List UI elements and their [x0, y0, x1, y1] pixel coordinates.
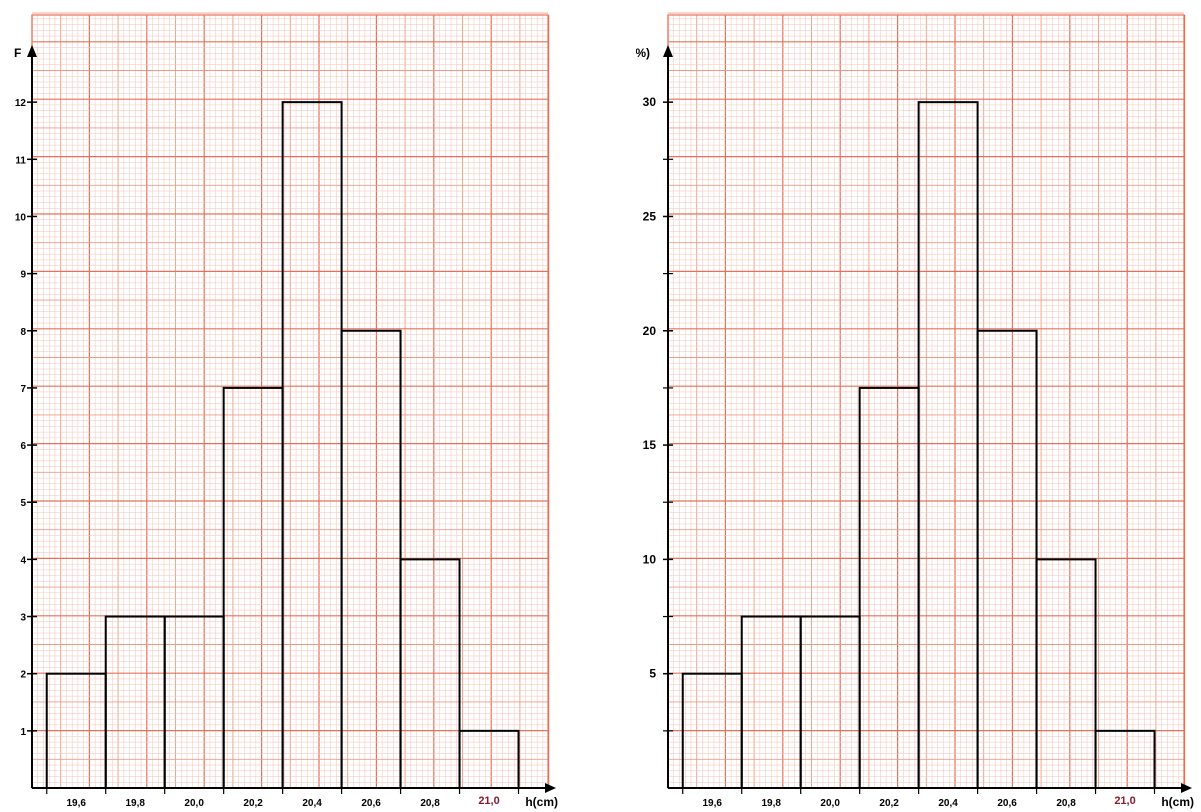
x-tick-label: 20,8: [420, 798, 440, 809]
x-axis-arrow: [545, 783, 556, 793]
y-axis-arrow: [663, 45, 673, 57]
y-tick-label: 15: [643, 438, 657, 452]
x-tick-label: 20,4: [938, 798, 958, 809]
x-tick-label: 20,4: [302, 798, 322, 809]
y-tick-label: 5: [649, 667, 656, 681]
x-tick-label: 19,8: [761, 798, 781, 809]
x-tick-label: 20,0: [820, 798, 840, 809]
y-tick-label: 4: [20, 555, 26, 566]
x-axis-arrow: [1181, 783, 1192, 793]
histogram-frequency-percent: F (%) h(cm) 5 10 15 20 25 30 19,6 19,8 20,0 20,2 20,…: [636, 12, 1194, 809]
graph-paper: [667, 12, 1186, 789]
y-tick-label: 8: [20, 327, 26, 338]
x-axis-label: h(cm): [525, 795, 558, 809]
x-tick-label: 19,6: [702, 798, 722, 809]
y-tick-label: 12: [15, 98, 27, 109]
x-tick-label: 19,6: [66, 798, 86, 809]
y-axis-label: F (%): [636, 46, 650, 60]
y-tick-label: 1: [20, 727, 26, 738]
x-tick-label: 20,6: [361, 798, 381, 809]
x-axis-label: h(cm): [1161, 795, 1194, 809]
x-tick-label: 20,6: [997, 798, 1017, 809]
y-tick-label: 20: [643, 324, 657, 338]
x-tick-label: 21,0: [1114, 795, 1135, 807]
graph-paper: [31, 12, 550, 789]
x-tick-label: 20,2: [879, 798, 899, 809]
y-tick-label: 11: [15, 155, 26, 166]
x-tick-label: 20,0: [184, 798, 204, 809]
x-tick-label: 20,8: [1056, 798, 1076, 809]
x-tick-label: 21,0: [478, 795, 499, 807]
y-tick-label: 7: [20, 384, 26, 395]
y-axis-arrow: [27, 45, 37, 57]
y-tick-label: 2: [20, 670, 26, 681]
y-tick-label: 10: [643, 552, 657, 566]
y-tick-label: 30: [643, 95, 657, 109]
y-tick-label: 25: [643, 209, 657, 223]
y-tick-label: 10: [15, 212, 27, 223]
y-tick-label: 5: [20, 498, 26, 509]
y-axis-label: F: [14, 46, 21, 60]
y-tick-label: 3: [20, 613, 26, 624]
x-tick-label: 19,8: [125, 798, 145, 809]
x-tick-label: 20,2: [243, 798, 263, 809]
y-tick-label: 9: [20, 270, 26, 281]
y-tick-label: 6: [20, 441, 26, 452]
